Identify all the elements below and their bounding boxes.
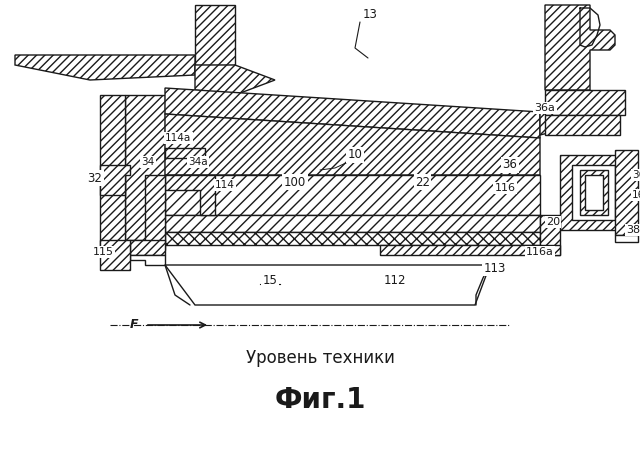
Text: 34: 34 — [141, 157, 155, 167]
Text: 114: 114 — [215, 180, 235, 190]
Polygon shape — [100, 240, 130, 270]
Polygon shape — [165, 265, 490, 305]
Polygon shape — [545, 115, 620, 135]
Text: 38: 38 — [626, 225, 640, 235]
Text: 13: 13 — [363, 9, 378, 21]
Polygon shape — [15, 55, 195, 80]
Text: Уровень техники: Уровень техники — [246, 349, 394, 367]
Text: 112: 112 — [384, 274, 406, 287]
Text: 36a: 36a — [534, 103, 556, 113]
Polygon shape — [145, 175, 165, 250]
Polygon shape — [100, 165, 130, 195]
Text: 114a: 114a — [165, 133, 191, 143]
Polygon shape — [585, 175, 603, 210]
Polygon shape — [130, 255, 165, 265]
Polygon shape — [165, 148, 205, 158]
Text: Фиг.1: Фиг.1 — [275, 386, 365, 414]
Text: 116: 116 — [495, 183, 515, 193]
Text: 36: 36 — [502, 159, 517, 171]
Text: 36b: 36b — [632, 170, 640, 180]
Text: 22: 22 — [415, 176, 430, 188]
Polygon shape — [540, 90, 590, 135]
Polygon shape — [380, 245, 560, 255]
Text: 10: 10 — [348, 149, 362, 161]
Polygon shape — [540, 215, 560, 255]
Text: 32: 32 — [88, 171, 102, 185]
Polygon shape — [615, 150, 638, 235]
Polygon shape — [165, 175, 540, 215]
Text: 16b: 16b — [632, 190, 640, 200]
Polygon shape — [165, 232, 540, 245]
Polygon shape — [545, 5, 615, 90]
Polygon shape — [100, 95, 125, 255]
Text: 34a: 34a — [188, 157, 208, 167]
Polygon shape — [615, 235, 638, 242]
Polygon shape — [165, 114, 540, 175]
Polygon shape — [580, 170, 608, 215]
Polygon shape — [572, 165, 615, 220]
Text: F: F — [129, 318, 138, 331]
Text: 20: 20 — [546, 217, 560, 227]
Polygon shape — [165, 215, 540, 232]
Text: 116a: 116a — [526, 247, 554, 257]
Text: 115: 115 — [93, 247, 113, 257]
Polygon shape — [195, 5, 235, 65]
Text: 100: 100 — [284, 176, 306, 188]
Text: 15: 15 — [262, 274, 277, 287]
Polygon shape — [130, 240, 165, 255]
Polygon shape — [545, 90, 625, 115]
Polygon shape — [125, 95, 165, 240]
Text: 113: 113 — [484, 261, 506, 275]
Polygon shape — [560, 155, 625, 230]
Polygon shape — [165, 88, 540, 138]
Polygon shape — [195, 65, 275, 95]
Polygon shape — [165, 175, 215, 215]
